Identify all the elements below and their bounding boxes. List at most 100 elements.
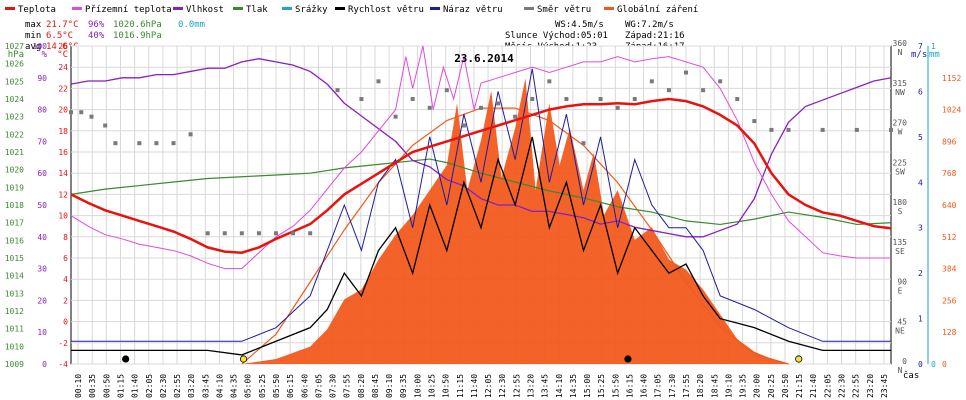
x-tick-label: 17:05 xyxy=(654,374,663,398)
x-tick-label: 01:15 xyxy=(116,374,125,398)
wind-axis-tick: 5 xyxy=(918,133,923,142)
wind-direction-point xyxy=(205,231,210,236)
radiation-axis-tick: 768 xyxy=(942,169,957,178)
pressure-axis-tick: 1010 xyxy=(5,342,24,351)
x-tick-label: 15:50 xyxy=(611,374,620,398)
wind-axis-tick: 2 xyxy=(918,269,923,278)
temperature-axis-tick: 8 xyxy=(63,233,68,242)
x-tick-label: 05:25 xyxy=(258,374,267,398)
temperature-axis-tick: 6 xyxy=(63,254,68,263)
temperature-axis-tick: 26 xyxy=(58,42,68,51)
direction-tick: 270 xyxy=(893,119,908,128)
left-axes: hPa1009101010111012101310141015101610171… xyxy=(5,42,68,369)
sun-moon-marker xyxy=(239,355,248,363)
wind-direction-point xyxy=(769,127,774,132)
pressure-axis-tick: 1026 xyxy=(5,60,24,69)
rain-axis-tick: 1 xyxy=(931,42,936,51)
wind-direction-point xyxy=(649,79,654,84)
radiation-axis-tick: 1024 xyxy=(942,106,961,115)
legend-swatch xyxy=(282,7,292,10)
stat-max-rain: 0.0mm xyxy=(178,20,205,30)
wind-direction-point xyxy=(564,97,569,101)
wind-direction-point xyxy=(684,70,688,75)
direction-name: NW xyxy=(895,88,905,97)
chart-title: 23.6.2014 xyxy=(454,52,514,65)
x-tick-label: 00:10 xyxy=(74,374,83,398)
x-tick-label: 17:30 xyxy=(668,374,677,398)
wind-axis-tick: 3 xyxy=(918,224,923,233)
direction-tick: 90 xyxy=(897,278,907,287)
direction-name: E xyxy=(898,287,903,296)
info-sun-set: Západ:21:16 xyxy=(625,31,685,41)
x-tick-label: 11:40 xyxy=(470,374,479,398)
pressure-axis-tick: 1009 xyxy=(5,360,24,369)
pressure-axis-tick: 1023 xyxy=(5,113,24,122)
wind-axis-tick: 0 xyxy=(918,360,923,369)
x-tick-label: 04:35 xyxy=(230,374,239,398)
direction-tick: 360 xyxy=(893,39,908,48)
temperature-axis-tick: 12 xyxy=(58,190,68,199)
stat-min-hum: 40% xyxy=(88,31,105,41)
wind-direction-point xyxy=(291,231,296,236)
pressure-axis-tick: 1024 xyxy=(5,95,24,104)
x-tick-label: 19:10 xyxy=(724,374,733,398)
x-tick-label: 00:35 xyxy=(88,374,97,398)
x-tick-label: 18:20 xyxy=(696,374,705,398)
legend-label: Náraz větru xyxy=(443,5,503,15)
humidity-axis-tick: 50 xyxy=(37,201,47,210)
humidity-axis-tick: 0 xyxy=(42,360,47,369)
pressure-line xyxy=(70,158,892,226)
wind-direction-point xyxy=(427,105,432,110)
x-tick-label: 21:40 xyxy=(809,374,818,398)
wind-direction-point xyxy=(256,231,261,236)
x-tick-label: 01:40 xyxy=(131,374,140,398)
legend-label: Srážky xyxy=(295,5,328,15)
wind-axis-tick: 1 xyxy=(918,315,923,324)
x-tick-label: 00:50 xyxy=(102,374,111,398)
temperature-axis-tick: 0 xyxy=(63,318,68,327)
radiation-theory-line xyxy=(241,107,789,365)
humidity-axis-tick: 10 xyxy=(37,328,47,337)
wind-direction-point xyxy=(786,127,791,132)
direction-name: S xyxy=(898,207,903,216)
temperature-axis-tick: -4 xyxy=(58,360,68,369)
wind-axis-tick: 6 xyxy=(918,87,923,96)
humidity-axis-tick: 100 xyxy=(33,42,48,51)
pressure-axis-tick: 1016 xyxy=(5,236,24,245)
legend-swatch xyxy=(524,7,534,10)
x-tick-label: 03:45 xyxy=(201,374,210,398)
wind-direction-point xyxy=(113,141,118,146)
stat-avg-temp: 14.6°C xyxy=(46,42,79,52)
x-axis-label: čas xyxy=(903,370,919,381)
wind-direction-point xyxy=(154,141,159,146)
sun-moon-marker xyxy=(624,355,632,363)
radiation-axis-tick: 512 xyxy=(942,233,957,242)
temperature-axis-unit: °C xyxy=(57,50,68,60)
x-tick-label: 12:05 xyxy=(484,374,493,398)
wind-direction-point xyxy=(444,88,449,93)
legend-swatch xyxy=(173,7,183,10)
stat-avg-label: avg xyxy=(25,42,41,52)
legend-swatch xyxy=(5,7,15,10)
humidity-line xyxy=(70,58,892,238)
x-tick-label: 16:40 xyxy=(640,374,649,398)
stat-max-label: max xyxy=(25,20,42,30)
wind-direction-point xyxy=(69,110,73,115)
stat-max-hum: 96% xyxy=(88,20,105,30)
x-tick-label: 09:10 xyxy=(385,374,394,398)
x-tick-label: 06:15 xyxy=(286,374,295,398)
direction-tick: 0 xyxy=(902,357,907,366)
humidity-axis-tick: 60 xyxy=(37,169,47,178)
direction-tick: 315 xyxy=(893,79,908,88)
humidity-axis-tick: 80 xyxy=(37,106,47,115)
direction-tick: 225 xyxy=(893,158,908,167)
legend-label: Směr větru xyxy=(537,5,591,15)
x-tick-label: 06:40 xyxy=(300,374,309,398)
stat-min-press: 1016.9hPa xyxy=(113,31,162,41)
pressure-axis-tick: 1027 xyxy=(5,42,24,51)
temperature-axis-tick: 22 xyxy=(58,84,68,93)
pressure-axis-tick: 1017 xyxy=(5,219,24,228)
wind-speed-line xyxy=(71,136,891,356)
stat-min-label: min xyxy=(25,31,41,41)
